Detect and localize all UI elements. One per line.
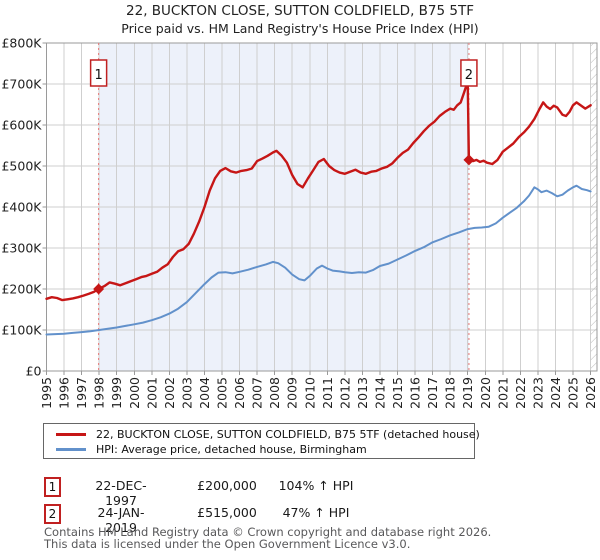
sale-marker-label-box [460,59,478,87]
y-axis-label: £0 [26,364,42,379]
x-axis-label: 2015 [390,377,405,409]
y-axis-label: £400K [1,200,42,215]
x-axis-label: 2022 [513,377,528,409]
transaction-2-price: £515,000 [197,505,257,520]
legend-line-red [56,433,86,436]
x-axis-label: 2005 [215,377,230,409]
series-line [45,184,592,336]
page-title: 22, BUCKTON CLOSE, SUTTON COLDFIELD, B75… [126,3,474,19]
x-axis-label: 2016 [408,377,423,409]
transaction-2-date: 24-JAN-2019 [97,505,145,535]
y-axis-label: £200K [1,282,42,297]
no-data-hatch-region [590,43,597,371]
x-axis-label: 1997 [74,377,89,409]
transaction-1-price: £200,000 [197,478,257,493]
x-axis-label: 2003 [179,377,194,409]
x-axis-label: 2021 [495,377,510,409]
x-axis-label: 2014 [372,377,387,409]
x-axis-label: 2018 [443,377,458,409]
x-axis-label: 2017 [425,377,440,409]
x-axis-label: 2002 [162,377,177,409]
x-axis-label: 2001 [144,377,159,409]
y-axis-label: £500K [1,159,42,174]
transaction-2-vs-hpi: 47% ↑ HPI [282,505,350,520]
transaction-1-badge: 1 [44,477,61,497]
y-axis-label: £800K [1,36,42,51]
x-axis-label: 2019 [460,377,475,409]
y-axis-label: £700K [1,77,42,92]
legend-item-hpi: HPI: Average price, detached house, Birm… [44,442,474,457]
legend-line-blue [56,448,86,451]
legend-label: HPI: Average price, detached house, Birm… [96,443,367,456]
x-axis-label: 2009 [285,377,300,409]
legend-item-property: 22, BUCKTON CLOSE, SUTTON COLDFIELD, B75… [44,427,480,442]
x-axis-label: 2010 [302,377,317,409]
sale-marker-label: 2 [465,68,473,83]
x-axis-label: 1999 [109,377,124,409]
x-axis-label: 2020 [478,377,493,409]
sale-marker-diamond [93,283,105,295]
sale-marker-diamond [463,154,475,166]
x-axis-label: 1996 [57,377,72,409]
x-axis-label: 2024 [548,377,563,409]
chart-legend: 22, BUCKTON CLOSE, SUTTON COLDFIELD, B75… [43,423,480,459]
page-subtitle: Price paid vs. HM Land Registry's House … [121,21,479,36]
y-axis-label: £600K [1,118,42,133]
y-axis-label: £300K [1,241,42,256]
transaction-2-badge: 2 [44,504,61,524]
y-axis-label: £100K [1,323,42,338]
x-axis-label: 2026 [583,377,598,409]
price-chart: 1 2 £0 £100K £200K £300K £400K £500K £600K £700K £… [1,36,598,409]
x-axis-label: 2013 [355,377,370,409]
license-line-1: Contains HM Land Registry data © Crown c… [44,525,492,539]
sale-marker-label: 1 [94,68,102,83]
x-axis-label: 2012 [337,377,352,409]
x-axis-label: 1995 [39,377,54,409]
x-axis-label: 2004 [197,377,212,409]
axis-ticks [42,42,592,375]
x-axis-label: 2025 [566,377,581,409]
x-axis-label: 2011 [320,377,335,409]
x-axis-label: 1998 [92,377,107,409]
sale-marker-label-box [89,59,108,87]
x-axis-label: 2000 [127,377,142,409]
legend-label: 22, BUCKTON CLOSE, SUTTON COLDFIELD, B75… [96,428,480,441]
x-axis-label: 2008 [267,377,282,409]
series-line [45,80,592,302]
x-axis-label: 2006 [232,377,247,409]
transaction-1-date: 22-DEC-1997 [95,478,147,508]
license-line-2: This data is licensed under the Open Gov… [44,537,411,551]
x-axis-label: 2023 [530,377,545,409]
x-axis-label: 2007 [250,377,265,409]
transaction-1-vs-hpi: 104% ↑ HPI [278,478,354,493]
